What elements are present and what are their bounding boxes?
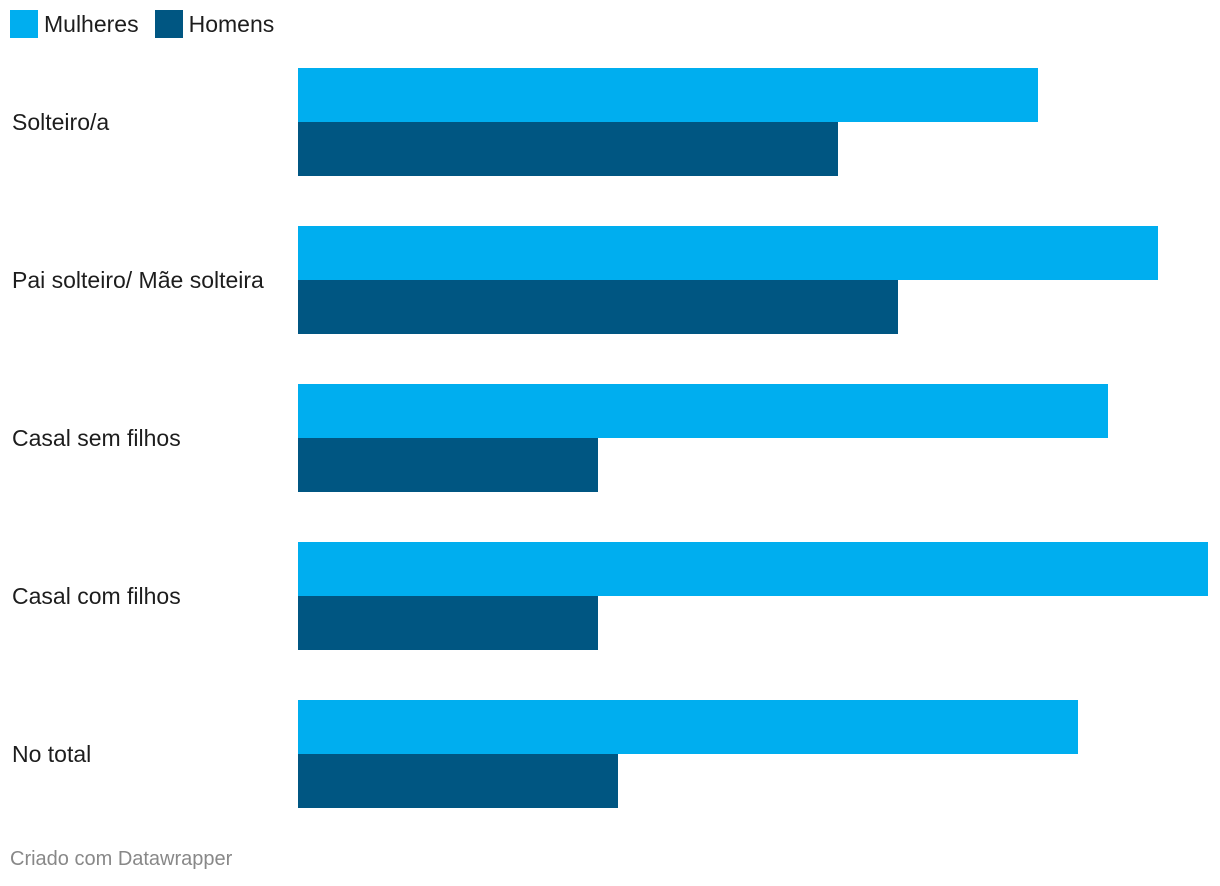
legend-swatch-mulheres xyxy=(10,10,38,38)
bar-homens-no-total xyxy=(298,754,618,808)
legend-label-homens: Homens xyxy=(188,10,275,37)
footer-credit: Criado com Datawrapper xyxy=(10,848,233,870)
bar-homens-casal-sem-filhos xyxy=(298,438,598,492)
bar-chart: Solteiro/a Pai solteiro/ Mãe solteira Casa… xyxy=(12,68,1208,808)
category-label-solteiro-a: Solteiro/a xyxy=(12,109,109,135)
bar-mulheres-casal-com-filhos xyxy=(298,542,1208,596)
category-label-casal-com-filhos: Casal com filhos xyxy=(12,583,181,609)
legend-item-mulheres: Mulheres xyxy=(10,10,139,38)
bar-mulheres-no-total xyxy=(298,700,1078,754)
category-label-casal-sem-filhos: Casal sem filhos xyxy=(12,425,181,451)
bar-homens-casal-com-filhos xyxy=(298,596,598,650)
category-label-no-total: No total xyxy=(12,741,91,767)
category-label-pai-solteiro-m-e-solteira: Pai solteiro/ Mãe solteira xyxy=(12,267,264,293)
legend-label-mulheres: Mulheres xyxy=(44,10,139,37)
bar-mulheres-solteiro-a xyxy=(298,68,1038,122)
bar-homens-pai-solteiro-m-e-solteira xyxy=(298,280,898,334)
bar-homens-solteiro-a xyxy=(298,122,838,176)
legend-swatch-homens xyxy=(154,10,183,38)
bar-mulheres-pai-solteiro-m-e-solteira xyxy=(298,226,1158,280)
bar-mulheres-casal-sem-filhos xyxy=(298,384,1108,438)
legend-item-homens: Homens xyxy=(154,10,275,38)
legend: Mulheres Homens xyxy=(10,10,274,38)
